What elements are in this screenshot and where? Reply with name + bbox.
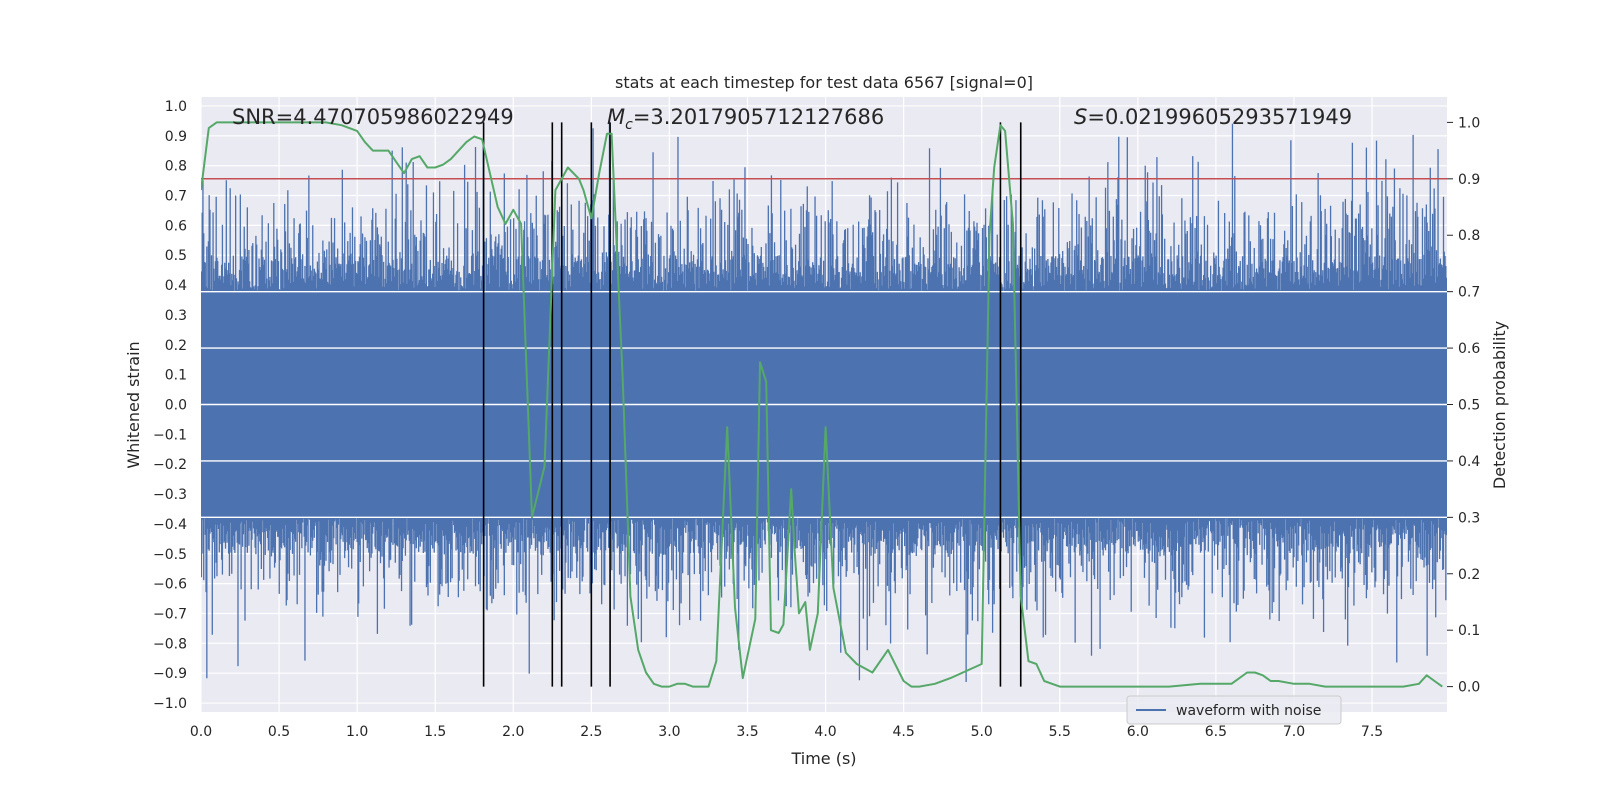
y-tick-label: −0.8 — [153, 636, 187, 652]
x-tick-label: 0.0 — [190, 724, 212, 740]
y2-tick-label: 0.4 — [1458, 454, 1480, 470]
x-tick-label: 1.5 — [424, 724, 446, 740]
y-axis-label: Whitened strain — [124, 341, 143, 468]
x-tick-label: 3.0 — [658, 724, 680, 740]
y-tick-label: 0.3 — [165, 308, 187, 324]
y-tick-label: −1.0 — [153, 696, 187, 712]
y-tick-label: 0.7 — [165, 189, 187, 205]
waveform-line — [201, 120, 1447, 682]
y-tick-label: 0.2 — [165, 338, 187, 354]
y-tick-label: 0.1 — [165, 368, 187, 384]
x-tick-label: 5.5 — [1049, 724, 1071, 740]
s-value: =0.02199605293571949 — [1087, 105, 1352, 129]
mc-value: =3.2017905712127686 — [633, 105, 884, 129]
data-layer — [201, 120, 1447, 688]
vertical-markers — [201, 122, 1447, 687]
y-tick-label: 0.0 — [165, 398, 187, 414]
y2-tick-label: 0.1 — [1458, 623, 1480, 639]
mc-annotation: Mc=3.2017905712127686 — [607, 105, 884, 133]
y2-tick-label: 0.2 — [1458, 567, 1480, 583]
x-tick-label: 5.0 — [971, 724, 993, 740]
chart-title: stats at each timestep for test data 656… — [615, 73, 1033, 92]
waveform-series — [201, 120, 1447, 682]
y2-tick-label: 1.0 — [1458, 115, 1480, 131]
x-tick-label: 3.5 — [736, 724, 758, 740]
snr-annotation: SNR=4.470705986022949 — [232, 105, 514, 129]
y2-tick-label: 0.5 — [1458, 398, 1480, 414]
x-tick-label: 4.0 — [814, 724, 836, 740]
y2-tick-label: 0.9 — [1458, 172, 1480, 188]
x-tick-label: 1.0 — [346, 724, 368, 740]
x-tick-label: 6.5 — [1205, 724, 1227, 740]
y-tick-label: 0.4 — [165, 278, 187, 294]
y-tick-label: 0.8 — [165, 159, 187, 175]
x-tick-label: 4.5 — [892, 724, 914, 740]
y-tick-label: −0.3 — [153, 487, 187, 503]
y-tick-label: −0.1 — [153, 427, 187, 443]
y-tick-label: 0.5 — [165, 248, 187, 264]
y2-tick-label: 0.6 — [1458, 341, 1480, 357]
legend: waveform with noise — [1126, 695, 1342, 725]
legend-label: waveform with noise — [1176, 703, 1321, 719]
y2-tick-label: 0.7 — [1458, 285, 1480, 301]
y-tick-label: 1.0 — [165, 99, 187, 115]
y-tick-label: −0.9 — [153, 666, 187, 682]
x-tick-label: 2.0 — [502, 724, 524, 740]
y2-tick-label: 0.3 — [1458, 510, 1480, 526]
y-tick-label: −0.6 — [153, 577, 187, 593]
x-tick-label: 7.5 — [1361, 724, 1383, 740]
tick-labels: 0.0 0.5 1.0 1.5 2.0 2.5 3.0 3.5 4.0 4.5 5.0 5.5 6.0 6… — [153, 99, 1480, 740]
detection-probability-line — [201, 121, 1443, 688]
y-tick-label: 0.6 — [165, 218, 187, 234]
y-tick-label: 0.9 — [165, 129, 187, 145]
y-tick-label: −0.4 — [153, 517, 187, 533]
y-tick-label: −0.5 — [153, 547, 187, 563]
s-symbol: S — [1074, 105, 1087, 129]
x-tick-label: 6.0 — [1127, 724, 1149, 740]
s-annotation: S=0.02199605293571949 — [1074, 105, 1352, 129]
x-tick-label: 2.5 — [580, 724, 602, 740]
y2-axis-label: Detection probability — [1490, 321, 1509, 489]
y2-tick-label: 0.8 — [1458, 228, 1480, 244]
mc-subscript: c — [625, 117, 633, 133]
x-axis-label: Time (s) — [790, 749, 856, 768]
legend-box — [1126, 695, 1342, 725]
probability-series — [201, 121, 1443, 688]
y-tick-label: −0.7 — [153, 606, 187, 622]
y2-tick-label: 0.0 — [1458, 680, 1480, 696]
x-tick-label: 7.0 — [1283, 724, 1305, 740]
x-tick-label: 0.5 — [268, 724, 290, 740]
y-tick-label: −0.2 — [153, 457, 187, 473]
mc-symbol: M — [607, 105, 625, 129]
